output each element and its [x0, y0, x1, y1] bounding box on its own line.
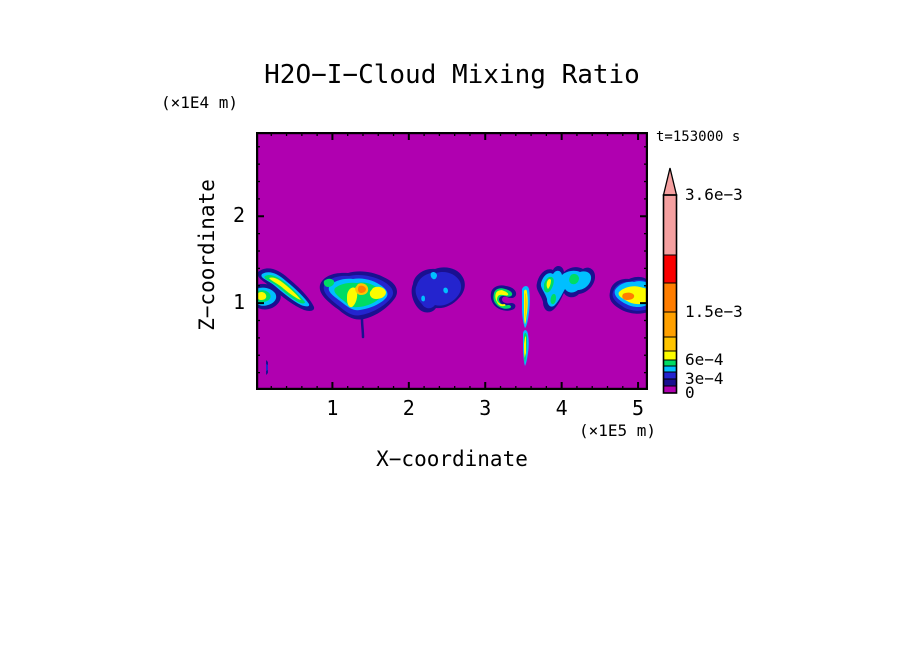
z-tick-label: 2 [232, 203, 245, 228]
colorbar-frame [662, 194, 678, 394]
x-axis-unit-label: (×1E5 m) [578, 421, 656, 440]
contour-feature-cloud-large-blob [360, 317, 365, 339]
contour-plot [256, 132, 648, 390]
contour-feature-cloud-vertical-pencil [525, 293, 527, 319]
contour-feature-cloud-large-blob [334, 282, 383, 308]
colorbar-tick-label: 3e−4 [685, 368, 724, 388]
time-label: t=153000 s [656, 129, 741, 145]
contour-feature-cloud-vertical-pencil [524, 336, 526, 358]
contour-feature-cloud-blue-blob [430, 271, 437, 280]
z-tick-label: 1 [232, 290, 245, 315]
chart-title: H2O−I−Cloud Mixing Ratio [264, 60, 640, 90]
contour-feature-cloud-right-edge-blob [622, 292, 635, 300]
colorbar [662, 166, 678, 394]
contour-feature-cloud-large-blob [357, 285, 366, 293]
colorbar-segment [663, 365, 677, 373]
plot-background [256, 132, 648, 390]
colorbar-arrow [662, 167, 678, 196]
x-axis-label: X−coordinate [376, 447, 528, 471]
colorbar-segment [663, 350, 677, 361]
plot-area [256, 132, 648, 390]
colorbar-segment [663, 385, 677, 394]
colorbar-tick-label: 6e−4 [685, 349, 724, 369]
contour-feature-cloud-small-speck [266, 364, 268, 371]
colorbar-tick-label: 3.6e−3 [685, 185, 743, 204]
contour-feature-cloud-blue-blob [415, 271, 462, 309]
colorbar-segment [663, 194, 677, 256]
x-tick-label: 3 [479, 396, 492, 420]
colorbar-svg [662, 167, 678, 394]
colorbar-segment [663, 378, 677, 387]
colorbar-segment [663, 311, 677, 338]
colorbar-tick-label: 0 [685, 383, 695, 402]
contour-feature-cloud-large-blob [347, 287, 358, 308]
x-tick-label: 2 [402, 396, 415, 420]
colorbar-segment [663, 371, 677, 380]
contour-feature-cloud-large-blob [369, 286, 386, 299]
contour-feature-cloud-diagonal-streak [269, 277, 301, 300]
colorbar-segment [663, 254, 677, 284]
x-tick-label: 4 [555, 396, 568, 420]
z-axis-unit-label: (×1E4 m) [161, 93, 239, 112]
colorbar-segment [663, 359, 677, 367]
contour-feature-cloud-zigzag [550, 294, 556, 305]
plot-frame [256, 132, 648, 390]
x-tick-label: 5 [632, 396, 645, 420]
contour-feature-cloud-zigzag [569, 274, 579, 285]
contour-feature-cloud-crescent [495, 290, 509, 307]
contour-feature-cloud-large-blob [323, 278, 335, 287]
colorbar-tick-label: 1.5e−3 [685, 302, 743, 322]
colorbar-segment [663, 336, 677, 352]
contour-feature-cloud-left-edge-blob [257, 291, 267, 300]
x-tick-label: 1 [326, 396, 339, 420]
colorbar-segment [663, 282, 677, 313]
contour-feature-cloud-blue-blob [443, 287, 448, 294]
contour-feature-cloud-blue-blob [421, 295, 425, 302]
contour-feature-cloud-zigzag [546, 278, 551, 289]
